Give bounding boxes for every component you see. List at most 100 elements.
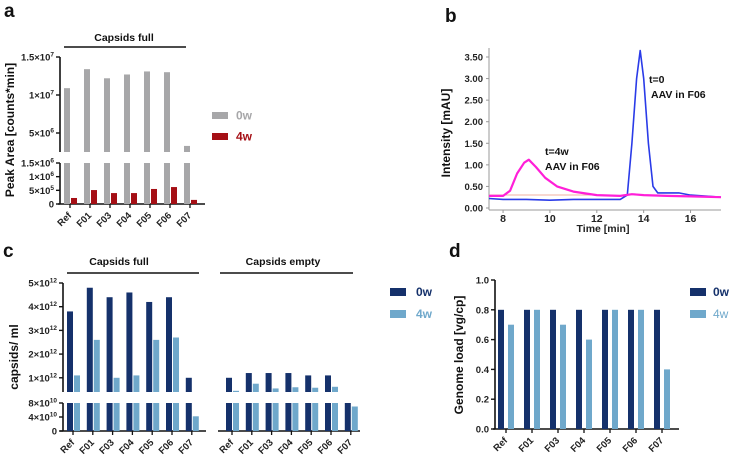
y-tick-label-c: 5×1012 xyxy=(28,278,57,290)
bar-a-4w-F03 xyxy=(111,193,117,204)
x-tick-label-c: F06 xyxy=(157,437,176,456)
y-tick-label-b: 1.50 xyxy=(465,139,484,150)
bar-d-0w-F01 xyxy=(524,309,530,429)
annotation-t4w-line1: t=4w xyxy=(545,146,569,158)
y-tick-label-b: 3.50 xyxy=(465,53,484,64)
bar-c-0w-F01 xyxy=(86,403,93,431)
legend-swatch-0w-a xyxy=(212,112,228,119)
bar-c-4w-F04 xyxy=(292,403,299,431)
y-tick-label-c: 4×1010 xyxy=(28,412,57,424)
x-tick-label-a: F01 xyxy=(75,210,95,230)
legend-label-0w-a: 0w xyxy=(236,109,253,123)
y-tick-label-b: 1.00 xyxy=(465,160,484,171)
bar-d-4w-Ref xyxy=(508,324,514,429)
legend-label-0w-c: 0w xyxy=(416,285,433,299)
y-tick-label-b: 2.50 xyxy=(465,96,484,107)
bar-c-4w-F04 xyxy=(133,403,140,431)
y-tick-label-a: 0 xyxy=(49,200,54,211)
bar-a-0w-Ref xyxy=(64,88,70,152)
bar-c-4w-F07 xyxy=(351,406,358,431)
y-tick-label-a: 1.5×106 xyxy=(21,158,54,170)
bar-c-0w-Ref xyxy=(67,311,73,392)
bar-c-4w-F03 xyxy=(113,377,120,392)
legend-label-4w-a: 4w xyxy=(236,130,253,144)
bar-d-0w-Ref xyxy=(498,309,504,429)
bar-d-4w-F01 xyxy=(534,309,540,429)
x-tick-label-b: 12 xyxy=(591,213,603,225)
x-tick-label-c: Ref xyxy=(59,437,78,456)
bar-c-0w-F04 xyxy=(285,403,292,431)
y-axis-label-b: Intensity [mAU] xyxy=(439,89,453,178)
bar-a-0w-F03 xyxy=(104,163,110,204)
y-tick-label-a: 1.5×107 xyxy=(21,52,54,64)
x-tick-label-c: F04 xyxy=(117,437,137,457)
bar-d-0w-F04 xyxy=(576,309,582,429)
y-tick-label-c: 0 xyxy=(52,427,57,438)
x-tick-label-c: F07 xyxy=(336,437,355,456)
bar-c-4w-F01 xyxy=(93,403,100,431)
y-tick-label-d: 0.4 xyxy=(476,365,490,376)
y-tick-label-b: 0.00 xyxy=(465,204,484,215)
annotation-t0-line2: AAV in F06 xyxy=(651,89,706,101)
group-label-capsids-empty-c: Capsids empty xyxy=(246,256,321,268)
x-tick-label-b: 14 xyxy=(638,213,650,225)
x-tick-label-a: F06 xyxy=(155,210,174,229)
x-tick-label-b: 16 xyxy=(685,213,697,225)
bar-a-4w-F07 xyxy=(191,199,197,204)
panel-label-b: b xyxy=(445,6,457,27)
x-tick-label-c: F05 xyxy=(137,437,157,457)
bar-d-4w-F07 xyxy=(664,369,670,429)
x-tick-label-a: F04 xyxy=(115,210,135,230)
bar-c-4w-F05 xyxy=(312,387,319,392)
bar-a-0w-F04 xyxy=(124,74,130,152)
x-tick-label-d: F06 xyxy=(621,435,640,454)
bar-c-4w-F06 xyxy=(173,337,179,392)
annotation-t4w-line2: AAV in F06 xyxy=(545,161,600,173)
bar-c-4w-F03 xyxy=(272,403,279,431)
x-tick-label-d: Ref xyxy=(492,435,511,454)
bar-c-4w-F03 xyxy=(113,403,120,431)
bar-a-0w-F01 xyxy=(84,69,90,152)
bar-a-0w-F04 xyxy=(124,163,130,204)
bar-c-0w-F03 xyxy=(106,403,113,431)
bar-c-0w-F07 xyxy=(185,377,192,392)
bar-a-0w-F05 xyxy=(144,71,150,152)
x-tick-label-b: 10 xyxy=(544,213,556,225)
legend-label-4w-d: 4w xyxy=(713,307,729,321)
bar-c-0w-F06 xyxy=(166,403,172,431)
bar-d-0w-F06 xyxy=(628,309,634,429)
bar-c-0w-F06 xyxy=(325,403,331,431)
bar-c-0w-F05 xyxy=(146,301,153,392)
legend-swatch-0w-c xyxy=(390,288,406,296)
legend-swatch-4w-d xyxy=(690,310,706,318)
legend-swatch-0w-d xyxy=(690,288,706,296)
y-tick-label-a: 1×106 xyxy=(29,171,54,183)
bar-c-0w-F01 xyxy=(245,373,252,392)
bar-c-4w-F06 xyxy=(332,403,338,431)
y-tick-label-c: 8×1010 xyxy=(28,398,57,410)
group-label-capsids-full-a: Capsids full xyxy=(94,32,154,44)
bar-c-0w-F06 xyxy=(325,375,331,392)
y-tick-label-b: 2.00 xyxy=(465,117,484,128)
bar-c-4w-F07 xyxy=(192,416,199,431)
y-tick-label-c: 2×1012 xyxy=(28,349,57,361)
x-tick-label-c: F01 xyxy=(237,437,257,457)
bar-c-4w-F01 xyxy=(252,403,259,431)
legend-swatch-4w-a xyxy=(212,133,228,140)
bar-c-4w-Ref xyxy=(74,375,80,392)
bar-a-0w-F01 xyxy=(84,163,90,204)
legend-label-4w-c: 4w xyxy=(416,307,433,321)
bar-c-0w-F04 xyxy=(285,373,292,392)
x-tick-label-c: F06 xyxy=(316,437,335,456)
bar-c-0w-F03 xyxy=(265,373,272,392)
bar-c-4w-Ref xyxy=(74,403,80,431)
y-tick-label-d: 0.2 xyxy=(476,395,489,406)
bar-a-0w-F07 xyxy=(184,163,190,204)
x-tick-label-d: F04 xyxy=(569,435,589,455)
bar-d-4w-F04 xyxy=(586,339,592,429)
y-tick-label-a: 1×107 xyxy=(29,90,54,102)
bar-c-4w-Ref xyxy=(233,390,239,392)
bar-a-0w-F03 xyxy=(104,78,110,152)
x-tick-label-a: F03 xyxy=(95,210,114,229)
bar-c-0w-F04 xyxy=(126,403,133,431)
